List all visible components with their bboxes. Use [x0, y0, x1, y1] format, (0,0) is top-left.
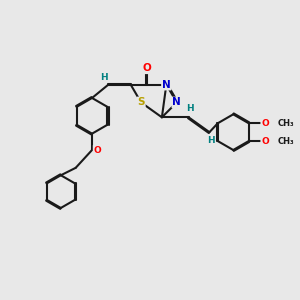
Text: H: H: [100, 73, 108, 82]
Text: N: N: [162, 80, 171, 90]
Text: O: O: [94, 146, 101, 154]
Text: CH₃: CH₃: [278, 136, 294, 146]
Text: O: O: [261, 136, 269, 146]
Text: S: S: [137, 98, 145, 107]
Text: N: N: [172, 98, 181, 107]
Text: H: H: [186, 104, 194, 113]
Text: H: H: [207, 136, 215, 145]
Text: CH₃: CH₃: [278, 119, 294, 128]
Text: O: O: [143, 63, 152, 73]
Text: O: O: [261, 119, 269, 128]
